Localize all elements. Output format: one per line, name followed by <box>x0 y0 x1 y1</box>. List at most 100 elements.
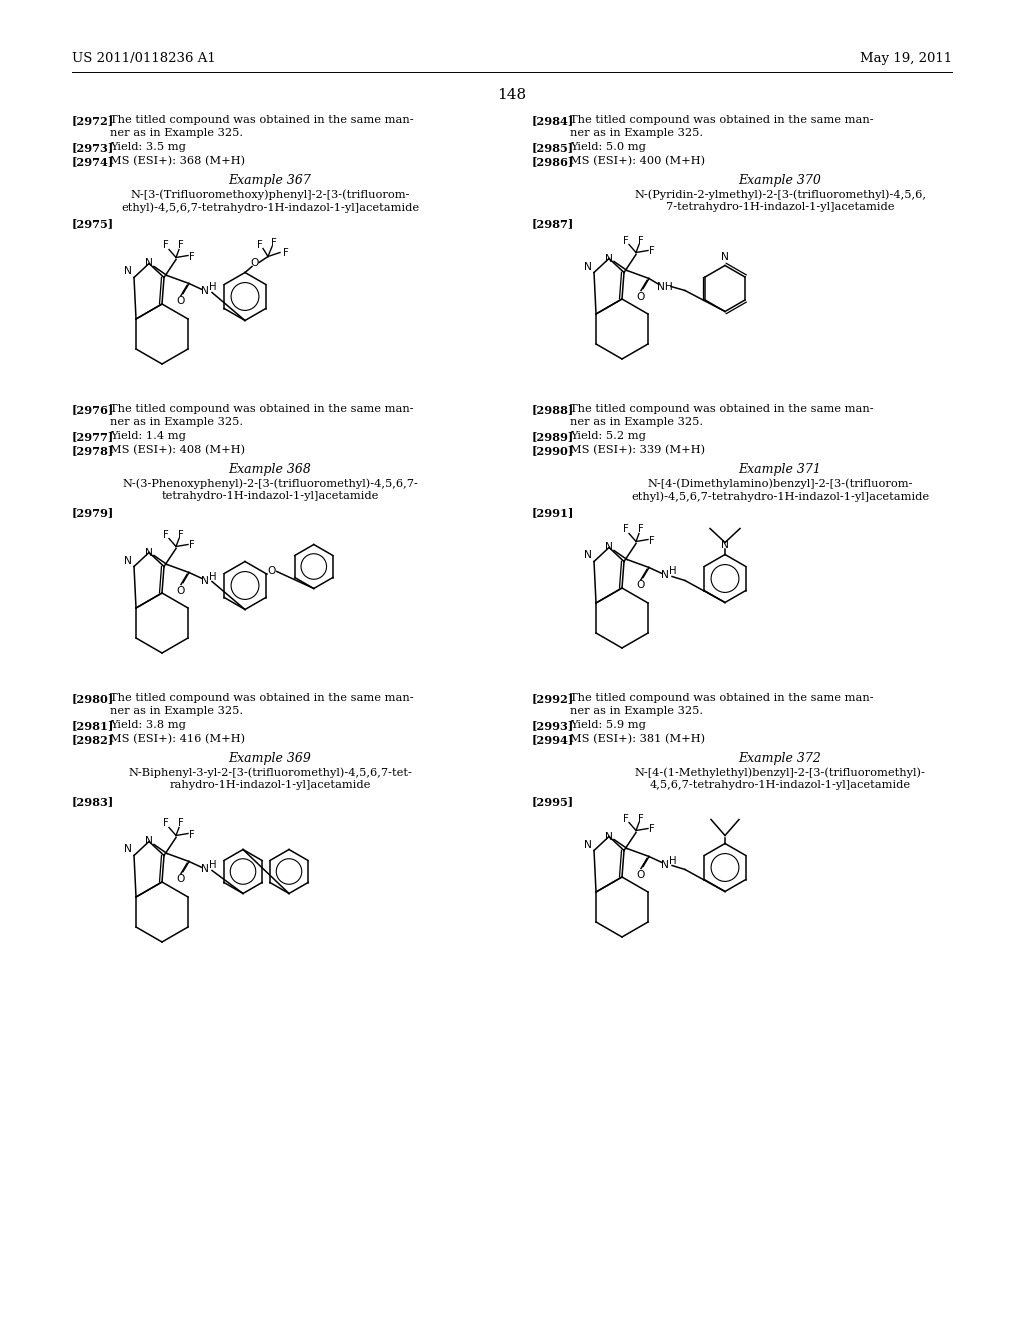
Text: N: N <box>584 550 592 561</box>
Text: F: F <box>638 235 644 246</box>
Text: ner as in Example 325.: ner as in Example 325. <box>110 706 243 715</box>
Text: N: N <box>721 540 729 549</box>
Text: [2978]: [2978] <box>72 445 115 455</box>
Text: O: O <box>177 874 185 884</box>
Text: N: N <box>584 840 592 850</box>
Text: [2972]: [2972] <box>72 115 115 125</box>
Text: 4,5,6,7-tetrahydro-1H-indazol-1-yl]acetamide: 4,5,6,7-tetrahydro-1H-indazol-1-yl]aceta… <box>649 780 910 789</box>
Text: Example 367: Example 367 <box>228 174 311 187</box>
Text: MS (ESI+): 381 (M+H): MS (ESI+): 381 (M+H) <box>570 734 706 744</box>
Text: F: F <box>178 818 184 829</box>
Text: N: N <box>201 576 209 586</box>
Text: F: F <box>189 540 195 550</box>
Text: N: N <box>201 286 209 297</box>
Text: O: O <box>177 586 185 595</box>
Text: N: N <box>124 845 132 854</box>
Text: F: F <box>638 813 644 824</box>
Text: F: F <box>163 240 169 251</box>
Text: MS (ESI+): 416 (M+H): MS (ESI+): 416 (M+H) <box>110 734 245 744</box>
Text: [2989]: [2989] <box>532 432 574 442</box>
Text: O: O <box>251 257 259 268</box>
Text: The titled compound was obtained in the same man-: The titled compound was obtained in the … <box>110 115 414 125</box>
Text: The titled compound was obtained in the same man-: The titled compound was obtained in the … <box>110 693 414 704</box>
Text: N-[4-(1-Methylethyl)benzyl]-2-[3-(trifluoromethyl)-: N-[4-(1-Methylethyl)benzyl]-2-[3-(triflu… <box>635 767 926 777</box>
Text: [2981]: [2981] <box>72 719 115 731</box>
Text: H: H <box>209 861 217 870</box>
Text: H: H <box>209 572 217 582</box>
Text: F: F <box>649 247 655 256</box>
Text: tetrahydro-1H-indazol-1-yl]acetamide: tetrahydro-1H-indazol-1-yl]acetamide <box>162 491 379 502</box>
Text: rahydro-1H-indazol-1-yl]acetamide: rahydro-1H-indazol-1-yl]acetamide <box>169 780 371 789</box>
Text: F: F <box>178 529 184 540</box>
Text: ner as in Example 325.: ner as in Example 325. <box>110 417 243 426</box>
Text: The titled compound was obtained in the same man-: The titled compound was obtained in the … <box>570 404 873 414</box>
Text: Yield: 3.8 mg: Yield: 3.8 mg <box>110 719 186 730</box>
Text: N: N <box>605 253 613 264</box>
Text: H: H <box>670 855 677 866</box>
Text: [2986]: [2986] <box>532 156 574 168</box>
Text: Yield: 5.9 mg: Yield: 5.9 mg <box>570 719 646 730</box>
Text: Yield: 3.5 mg: Yield: 3.5 mg <box>110 143 186 152</box>
Text: N: N <box>145 548 153 557</box>
Text: N: N <box>145 837 153 846</box>
Text: 7-tetrahydro-1H-indazol-1-yl]acetamide: 7-tetrahydro-1H-indazol-1-yl]acetamide <box>666 202 894 213</box>
Text: F: F <box>624 235 629 246</box>
Text: ner as in Example 325.: ner as in Example 325. <box>570 417 703 426</box>
Text: F: F <box>189 252 195 261</box>
Text: [2983]: [2983] <box>72 796 115 807</box>
Text: N: N <box>584 261 592 272</box>
Text: [2988]: [2988] <box>532 404 574 414</box>
Text: NH: NH <box>657 281 673 292</box>
Text: O: O <box>177 297 185 306</box>
Text: [2987]: [2987] <box>532 218 574 228</box>
Text: ner as in Example 325.: ner as in Example 325. <box>110 128 243 139</box>
Text: N: N <box>605 543 613 553</box>
Text: Example 370: Example 370 <box>738 174 821 187</box>
Text: [2995]: [2995] <box>532 796 574 807</box>
Text: F: F <box>624 524 629 535</box>
Text: [2975]: [2975] <box>72 218 114 228</box>
Text: ner as in Example 325.: ner as in Example 325. <box>570 128 703 139</box>
Text: Yield: 1.4 mg: Yield: 1.4 mg <box>110 432 186 441</box>
Text: O: O <box>267 566 276 577</box>
Text: ner as in Example 325.: ner as in Example 325. <box>570 706 703 715</box>
Text: N-[3-(Trifluoromethoxy)phenyl]-2-[3-(trifluorom-: N-[3-(Trifluoromethoxy)phenyl]-2-[3-(tri… <box>130 189 410 199</box>
Text: May 19, 2011: May 19, 2011 <box>860 51 952 65</box>
Text: N-(3-Phenoxyphenyl)-2-[3-(trifluoromethyl)-4,5,6,7-: N-(3-Phenoxyphenyl)-2-[3-(trifluoromethy… <box>122 478 418 488</box>
Text: 148: 148 <box>498 88 526 102</box>
Text: F: F <box>649 536 655 545</box>
Text: N: N <box>201 865 209 874</box>
Text: F: F <box>257 239 263 249</box>
Text: O: O <box>637 292 645 301</box>
Text: F: F <box>283 248 289 257</box>
Text: The titled compound was obtained in the same man-: The titled compound was obtained in the … <box>110 404 414 414</box>
Text: F: F <box>271 238 276 248</box>
Text: ethyl)-4,5,6,7-tetrahydro-1H-indazol-1-yl]acetamide: ethyl)-4,5,6,7-tetrahydro-1H-indazol-1-y… <box>121 202 419 213</box>
Text: [2993]: [2993] <box>532 719 574 731</box>
Text: Example 369: Example 369 <box>228 752 311 766</box>
Text: [2977]: [2977] <box>72 432 115 442</box>
Text: N-Biphenyl-3-yl-2-[3-(trifluoromethyl)-4,5,6,7-tet-: N-Biphenyl-3-yl-2-[3-(trifluoromethyl)-4… <box>128 767 412 777</box>
Text: [2992]: [2992] <box>532 693 574 704</box>
Text: N: N <box>662 859 669 870</box>
Text: Example 368: Example 368 <box>228 463 311 477</box>
Text: N: N <box>662 570 669 581</box>
Text: [2990]: [2990] <box>532 445 574 455</box>
Text: [2976]: [2976] <box>72 404 115 414</box>
Text: [2979]: [2979] <box>72 507 115 517</box>
Text: MS (ESI+): 400 (M+H): MS (ESI+): 400 (M+H) <box>570 156 706 166</box>
Text: N: N <box>605 832 613 842</box>
Text: F: F <box>638 524 644 535</box>
Text: [2985]: [2985] <box>532 143 574 153</box>
Text: N: N <box>124 556 132 565</box>
Text: The titled compound was obtained in the same man-: The titled compound was obtained in the … <box>570 115 873 125</box>
Text: F: F <box>624 813 629 824</box>
Text: H: H <box>670 566 677 577</box>
Text: N: N <box>721 252 729 263</box>
Text: [2991]: [2991] <box>532 507 574 517</box>
Text: MS (ESI+): 368 (M+H): MS (ESI+): 368 (M+H) <box>110 156 245 166</box>
Text: O: O <box>637 870 645 879</box>
Text: N: N <box>145 259 153 268</box>
Text: N: N <box>124 267 132 276</box>
Text: [2994]: [2994] <box>532 734 574 744</box>
